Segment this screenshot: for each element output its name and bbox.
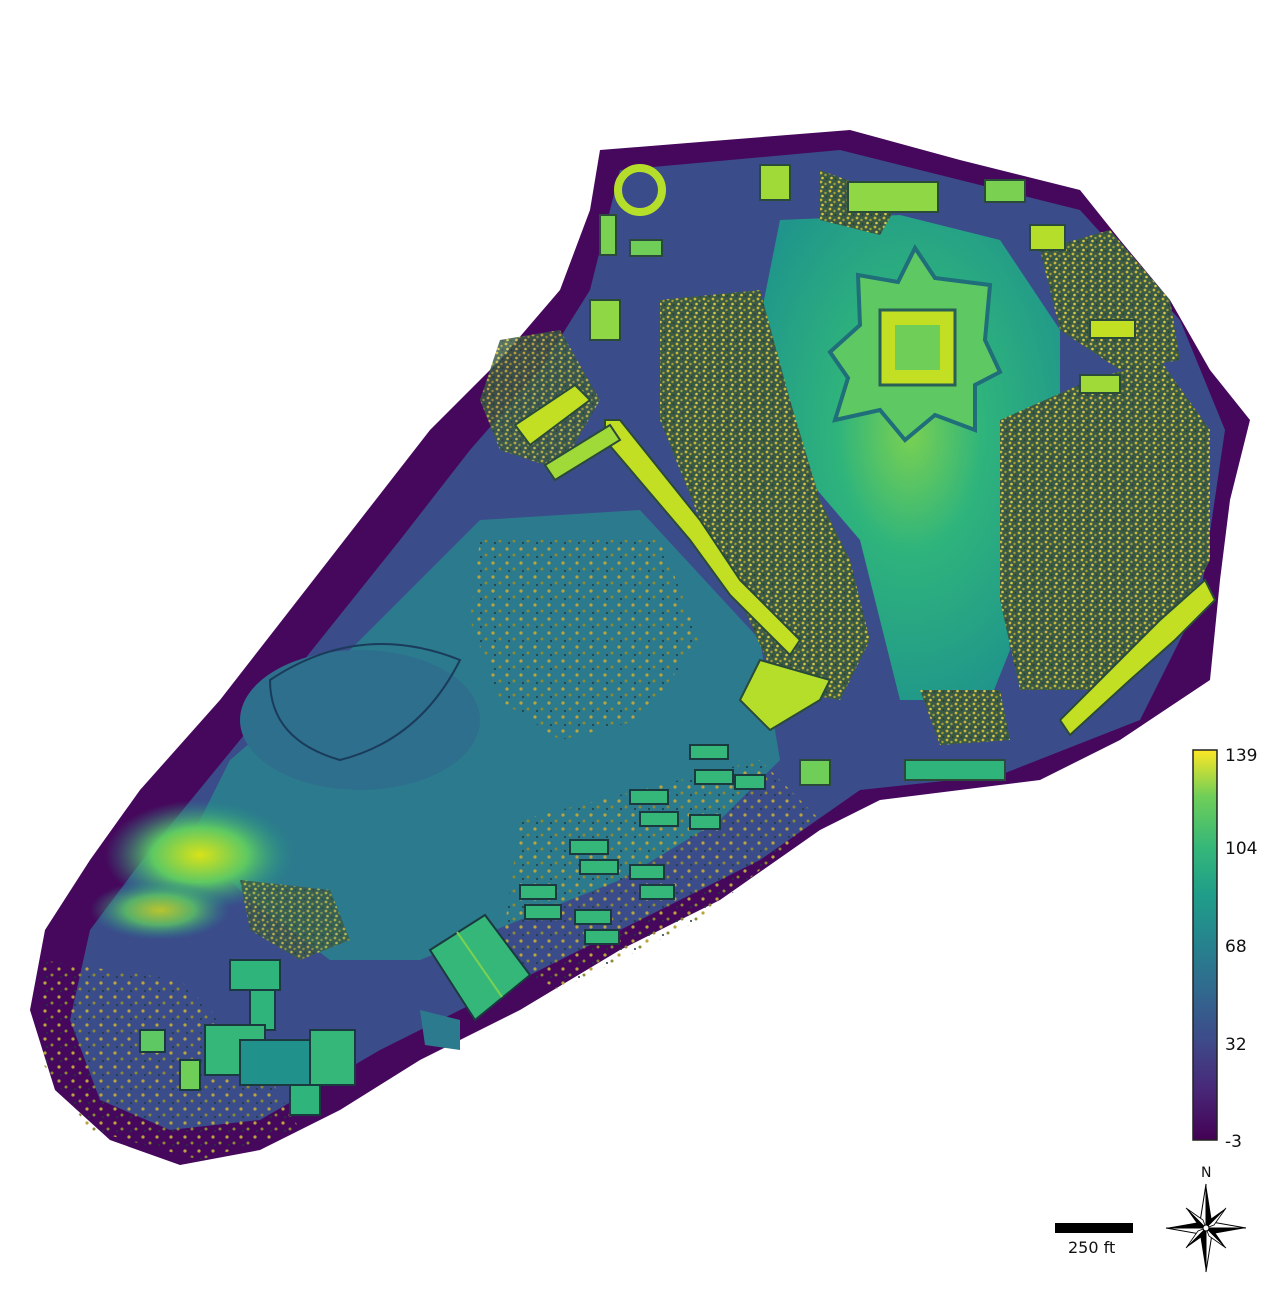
path-trail [268, 643, 462, 762]
legend-tick-68: 68 [1225, 937, 1247, 957]
barracks-group [519, 744, 766, 945]
tree-cluster-sw [240, 880, 350, 960]
building-south-small [799, 759, 831, 786]
north-label: N [1201, 1165, 1212, 1181]
building-nw-small-3 [589, 299, 621, 341]
long-building [604, 419, 802, 657]
pond-basin [240, 650, 480, 790]
building-north-2 [759, 164, 791, 201]
building-nw-2 [543, 423, 622, 482]
building-wing-south [738, 658, 832, 732]
tree-canopy-ne [1040, 230, 1180, 370]
scale-bar [1055, 1223, 1133, 1233]
tree-canopy-nw [480, 330, 600, 470]
sports-field [428, 913, 532, 1022]
legend-max-label: 139 [1225, 746, 1258, 766]
building-south-strip [904, 759, 1006, 781]
building-east [1058, 578, 1217, 737]
tree-canopy-east [1000, 360, 1210, 690]
hill-sw-2 [90, 880, 230, 940]
building-nw-small [599, 214, 617, 256]
building-nw [513, 383, 592, 447]
small-pond [420, 1010, 460, 1050]
building-north-1 [847, 181, 939, 213]
building-complex-sw [139, 959, 356, 1116]
legend-min-label: -3 [1225, 1132, 1242, 1152]
tree-cluster-south [920, 690, 1010, 745]
scattered-trees-south [40, 960, 300, 1160]
building-nw-small-2 [629, 239, 663, 257]
building-north-3 [984, 179, 1026, 203]
fort-courtyard [895, 325, 940, 370]
building-ne-1 [1089, 319, 1136, 339]
scale-bar-label: 250 ft [1068, 1238, 1116, 1257]
legend-tick-32: 32 [1225, 1035, 1247, 1055]
tree-canopy-central [660, 290, 870, 700]
circular-structure [614, 164, 666, 216]
legend-colorbar [1192, 749, 1218, 1141]
building-ne-2 [1079, 374, 1121, 394]
compass-rose-icon [1165, 1183, 1247, 1273]
legend-tick-104: 104 [1225, 839, 1258, 859]
building-north-4 [1029, 224, 1066, 251]
scattered-trees-park [470, 540, 700, 740]
